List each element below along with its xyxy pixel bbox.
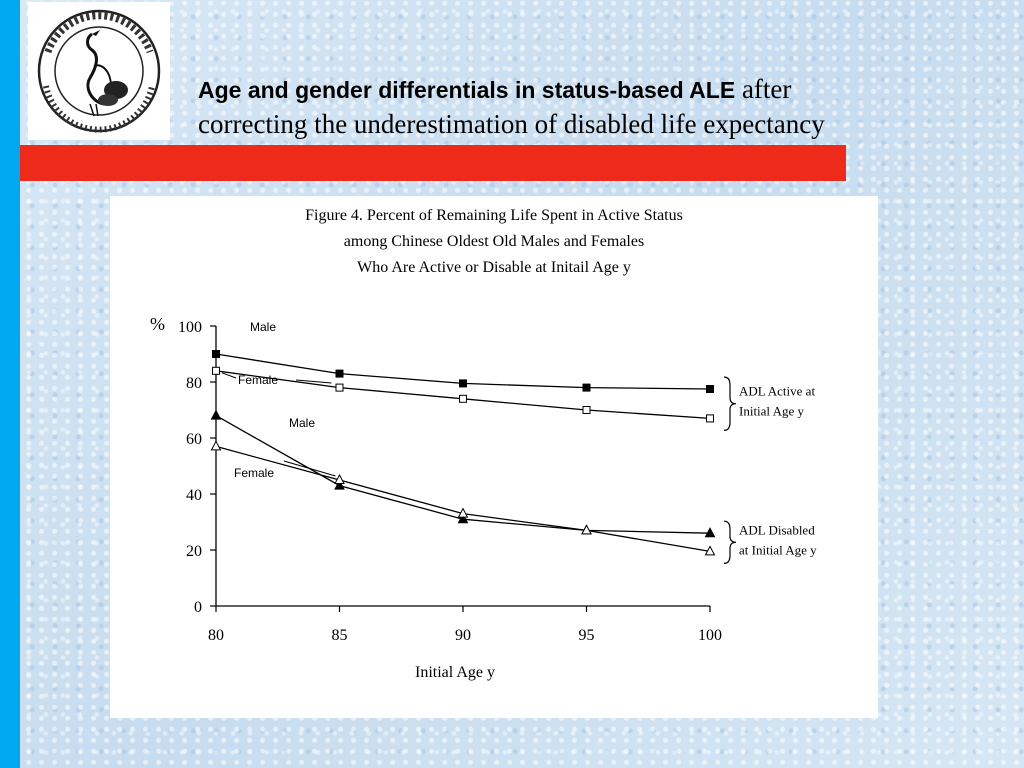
data-point-triangle [334,479,345,490]
y-axis-label: % [150,314,165,334]
series-label-disabled-female: Female [234,466,274,480]
leader-line [295,379,332,384]
chart-title: Figure 4. Percent of Remaining Life Spen… [305,207,683,276]
data-point-square [582,406,591,414]
chart-title-line: Who Are Active or Disable at Initail Age… [357,259,631,276]
group-label-line: ADL Active at [739,384,815,399]
red-divider-bar [20,145,846,181]
group-label-line: ADL Disabled [739,522,815,537]
y-tick-label: 20 [186,543,202,560]
y-tick-label: 100 [178,319,202,336]
red-divider-cap [20,145,70,181]
chart-title-line: Figure 4. Percent of Remaining Life Spen… [305,207,683,224]
chart-series-labels: Male Female Male Female [221,320,336,480]
institution-logo [28,2,170,140]
x-tick-label: 80 [208,627,224,644]
y-tick-label: 60 [186,431,202,448]
title-line2: correcting the underestimation of disabl… [198,109,825,139]
data-point-triangle [581,524,592,535]
group-bracket [723,520,737,564]
line-chart: Figure 4. Percent of Remaining Life Spen… [150,207,817,681]
y-tick-label: 40 [186,487,202,504]
data-point-square [459,379,467,388]
leader-line [221,372,237,379]
data-point-triangle [210,409,222,420]
data-point-triangle [704,527,716,538]
data-point-square [459,394,467,403]
y-tick-label: 0 [194,599,202,616]
x-tick-label: 100 [698,627,722,644]
data-point-square [335,383,344,392]
chart-title-line: among Chinese Oldest Old Males and Femal… [344,233,644,250]
data-point-square [582,383,591,392]
series-label-active-female: Female [238,373,278,387]
crane-seal-icon [37,9,161,133]
data-point-triangle [457,507,469,518]
slide-title: Age and gender differentials in status-b… [198,72,1008,141]
data-point-triangle [210,440,222,451]
y-tick-label: 80 [186,375,202,392]
data-point-triangle [704,545,716,556]
data-point-triangle [334,473,345,484]
x-tick-label: 90 [455,627,471,644]
chart-axes: 0 20 40 60 80 100 80 85 90 95 100% Initial Age y [150,314,722,681]
chart-group-labels: ADL Active at Initial Age y ADL Disabled at… [723,376,817,564]
title-bold-text: Age and gender differentials in status-b… [198,77,736,103]
x-tick-label: 95 [579,627,595,644]
group-bracket [723,376,737,431]
series-label-active-male: Male [250,320,276,334]
chart-panel: Figure 4. Percent of Remaining Life Spen… [110,196,878,718]
x-tick-label: 85 [332,627,348,644]
leader-line [283,460,336,477]
chart-markers [210,350,716,556]
series-label-disabled-male: Male [289,416,315,430]
data-point-square [212,350,220,358]
data-point-square [706,385,714,393]
title-rest-text: after [735,74,792,104]
series-line-1 [215,370,711,420]
data-point-triangle [457,513,469,524]
data-point-square [212,366,220,375]
data-point-square [335,369,344,378]
left-accent-stripe [0,0,20,768]
group-label-line: at Initial Age y [739,542,817,557]
data-point-square [706,414,714,423]
group-label-line: Initial Age y [739,404,804,419]
x-axis-label: Initial Age y [415,664,495,681]
series-line-3 [215,445,711,553]
